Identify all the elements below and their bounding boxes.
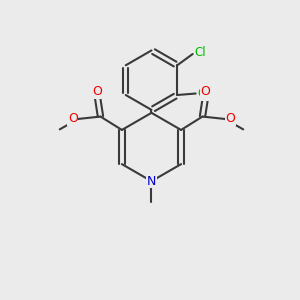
Text: O: O	[93, 85, 103, 98]
Text: Cl: Cl	[194, 46, 206, 59]
Text: O: O	[200, 85, 210, 98]
Text: Cl: Cl	[197, 87, 209, 100]
Text: N: N	[147, 175, 156, 188]
Text: O: O	[68, 112, 78, 125]
Text: O: O	[225, 112, 235, 125]
